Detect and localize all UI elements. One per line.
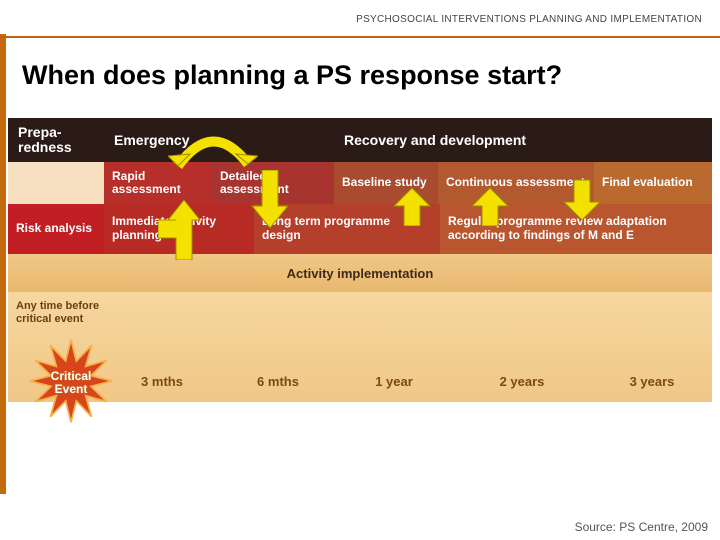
phase-row: Prepa- redness Emergency Recovery and de… xyxy=(8,118,712,162)
page-title: When does planning a PS response start? xyxy=(22,60,562,91)
phase-preparedness: Prepa- redness xyxy=(8,118,104,162)
phase-recovery: Recovery and development xyxy=(334,118,712,162)
timeline-area: Any time before critical event 3 mths 6 … xyxy=(8,292,712,402)
starburst-label: Critical Event xyxy=(40,370,102,396)
curved-arrow-icon xyxy=(168,126,258,172)
up-arrow-icon xyxy=(158,198,210,260)
plan-risk: Risk analysis xyxy=(8,204,104,254)
phase-preparedness-label: Prepa- redness xyxy=(18,125,72,154)
timeline-cell-3: 1 year xyxy=(336,360,452,402)
timeline-cell-2: 6 mths xyxy=(220,360,336,402)
assessment-final: Final evaluation xyxy=(594,162,712,204)
activity-row: Activity implementation xyxy=(8,254,712,292)
source-text: Source: PS Centre, 2009 xyxy=(575,520,708,534)
up-arrow-small-icon xyxy=(468,186,512,226)
timeline-anytime: Any time before critical event xyxy=(16,300,100,325)
down-arrow-icon xyxy=(250,170,290,230)
side-accent xyxy=(0,34,6,494)
header-rule xyxy=(0,36,720,38)
down-arrow-small-icon xyxy=(560,178,604,222)
phases-chart: Prepa- redness Emergency Recovery and de… xyxy=(8,118,712,402)
up-arrow-small-icon xyxy=(390,186,434,226)
timeline-cell-4: 2 years xyxy=(452,360,592,402)
header-text: PSYCHOSOCIAL INTERVENTIONS PLANNING AND … xyxy=(356,14,702,25)
timeline-cell-5: 3 years xyxy=(592,360,712,402)
planning-row: Risk analysis Immediate activity plannin… xyxy=(8,204,712,254)
assessment-row: Rapid assessment Detailed assessment Bas… xyxy=(8,162,712,204)
assessment-blank xyxy=(8,162,104,204)
timeline-cell-1: 3 mths xyxy=(104,360,220,402)
